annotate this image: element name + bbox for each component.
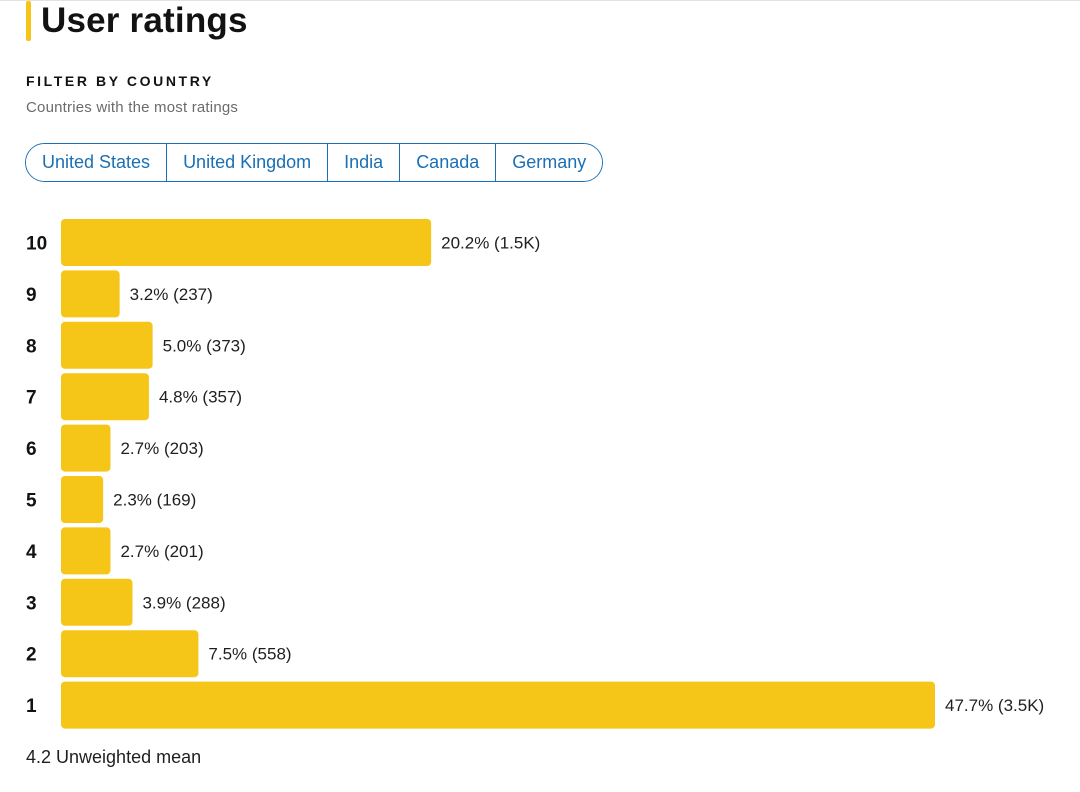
rating-bar-2[interactable] — [61, 630, 199, 678]
rating-label-3: 3 — [26, 593, 37, 614]
country-filter-germany[interactable]: Germany — [496, 144, 603, 181]
rating-value-9: 3.2% (237) — [130, 285, 213, 304]
rating-bar-8[interactable] — [61, 321, 153, 369]
rating-value-10: 20.2% (1.5K) — [441, 234, 540, 253]
rating-label-8: 8 — [26, 336, 37, 357]
rating-label-2: 2 — [26, 645, 37, 666]
country-filter-united-kingdom[interactable]: United Kingdom — [167, 144, 329, 181]
country-filter-india[interactable]: India — [328, 144, 401, 181]
rating-value-8: 5.0% (373) — [163, 336, 246, 355]
rating-label-9: 9 — [26, 285, 37, 306]
unweighted-mean: 4.2 Unweighted mean — [26, 747, 202, 767]
rating-value-3: 3.9% (288) — [142, 593, 225, 612]
rating-value-7: 4.8% (357) — [159, 388, 242, 407]
country-filter-united-states[interactable]: United States — [26, 144, 168, 181]
rating-label-4: 4 — [26, 542, 37, 563]
rating-value-1: 47.7% (3.5K) — [945, 696, 1044, 715]
rating-bar-7[interactable] — [61, 373, 149, 421]
section-header: User ratings — [26, 0, 248, 42]
rating-value-6: 2.7% (203) — [120, 439, 203, 458]
rating-label-6: 6 — [26, 439, 37, 460]
rating-bar-3[interactable] — [61, 578, 133, 626]
page-title: User ratings — [41, 1, 248, 40]
title-accent-bar — [26, 1, 31, 41]
rating-label-7: 7 — [26, 388, 37, 409]
country-filter-canada[interactable]: Canada — [400, 144, 497, 181]
rating-label-5: 5 — [26, 491, 37, 512]
filter-label: FILTER BY COUNTRY — [26, 73, 214, 89]
rating-label-10: 10 — [26, 234, 47, 255]
country-filter-group: United States United Kingdom India Canad… — [25, 143, 604, 182]
rating-bar-6[interactable] — [61, 424, 111, 472]
rating-bar-5[interactable] — [61, 476, 104, 523]
rating-value-2: 7.5% (558) — [208, 645, 291, 664]
rating-bar-9[interactable] — [61, 270, 120, 318]
rating-value-4: 2.7% (201) — [120, 542, 203, 561]
filter-subtitle: Countries with the most ratings — [26, 99, 239, 116]
rating-bar-1[interactable] — [61, 681, 935, 729]
rating-value-5: 2.3% (169) — [113, 491, 196, 510]
top-divider — [0, 0, 1080, 1]
rating-bar-10[interactable] — [61, 219, 432, 266]
rating-bar-4[interactable] — [61, 527, 111, 575]
rating-label-1: 1 — [26, 696, 37, 717]
